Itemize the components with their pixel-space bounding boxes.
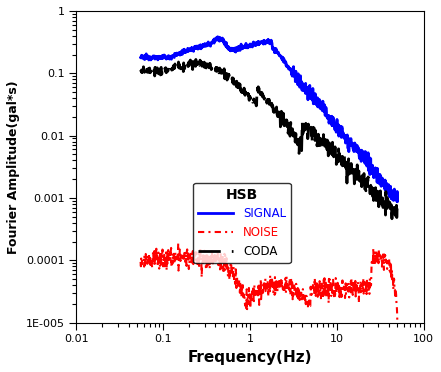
Y-axis label: Fourier Amplitude(gal*s): Fourier Amplitude(gal*s) bbox=[7, 80, 20, 254]
X-axis label: Frequency(Hz): Frequency(Hz) bbox=[188, 350, 312, 365]
Legend: SIGNAL, NOISE, CODA: SIGNAL, NOISE, CODA bbox=[193, 183, 291, 263]
